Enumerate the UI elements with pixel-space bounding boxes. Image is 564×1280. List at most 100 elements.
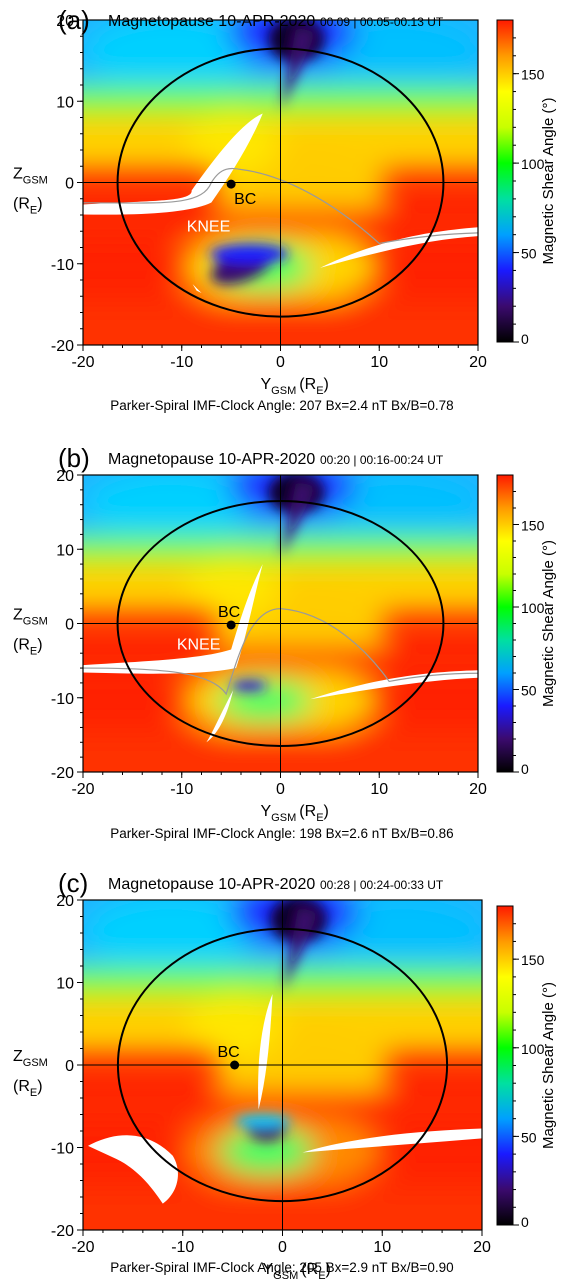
x-axis-title-part: GSM: [273, 1270, 301, 1280]
x-tick-label: -10: [171, 1239, 194, 1256]
y-tick-label: 0: [65, 1058, 74, 1075]
x-tick-label: 10: [370, 781, 388, 798]
x-tick-label: 10: [370, 354, 388, 371]
null-region: [302, 1128, 482, 1153]
y-axis-title: ZGSM: [13, 166, 48, 187]
plot-area: [83, 20, 478, 345]
x-axis-title-part: ): [324, 376, 329, 393]
y-tick-label: 0: [65, 617, 74, 634]
y-tick-label: 0: [65, 176, 74, 193]
x-axis-title: YGSM (RE): [261, 803, 329, 824]
x-tick-label: -20: [71, 1239, 94, 1256]
colorbar-tick-label: 50: [521, 1129, 537, 1145]
x-axis-title-part: E: [318, 1270, 325, 1280]
y-tick-label: 10: [56, 976, 74, 993]
y-axis-unit: (RE): [13, 1078, 43, 1099]
x-tick-label: 0: [276, 354, 285, 371]
colorbar: [496, 19, 514, 343]
y-tick-label: -10: [51, 691, 74, 708]
colorbar-tick-label: 150: [521, 952, 545, 968]
x-axis-title-part: (R: [299, 803, 316, 820]
x-axis-title-part: ): [324, 803, 329, 820]
x-axis-title-part: (R: [301, 1261, 318, 1278]
y-tick-label: 20: [56, 893, 74, 910]
y-axis-unit-part: ): [37, 196, 42, 213]
y-tick-label: 20: [56, 468, 74, 485]
y-axis-unit-part: E: [30, 1087, 37, 1099]
x-axis-title-part: Y: [261, 803, 272, 820]
panel-title: Magnetopause 10-APR-2020: [108, 13, 315, 30]
plot-area: [83, 475, 478, 772]
x-tick-label: 10: [373, 1239, 391, 1256]
panel-label: (c): [58, 868, 88, 898]
colorbar-tick-label: 100: [521, 1041, 545, 1057]
colorbar: [496, 905, 514, 1226]
x-tick-label: 0: [276, 781, 285, 798]
panel-label: (a): [58, 5, 90, 35]
bc-point: [230, 1060, 240, 1070]
bc-label: BC: [218, 604, 240, 621]
colorbar-tick-label: 50: [521, 683, 537, 699]
knee-label: KNEE: [177, 636, 221, 653]
heatmap-features: [209, 20, 324, 285]
null-region: [258, 994, 273, 1110]
colorbar-tick-label: 100: [521, 156, 545, 172]
colorbar-tick-label: 0: [521, 761, 529, 777]
x-axis-title-part: Y: [261, 376, 272, 393]
y-axis-title-part: Z: [13, 607, 23, 624]
y-tick-label: 10: [56, 94, 74, 111]
max-shear-regions: [83, 113, 478, 293]
x-axis-title-part: E: [316, 812, 323, 824]
panel-time: 00:09 | 00:05-00:13 UT: [320, 15, 444, 29]
colorbar-label: Magnetic Shear Angle (°): [540, 540, 557, 707]
y-axis-unit-part: E: [30, 646, 37, 658]
x-tick-label: -10: [170, 781, 193, 798]
caption: Parker-Spiral IMF-Clock Angle: 207 Bx=2.…: [110, 398, 453, 413]
x-tick-label: -20: [71, 354, 94, 371]
y-axis-title-part: Z: [13, 1048, 23, 1065]
caption: Parker-Spiral IMF-Clock Angle: 198 Bx=2.…: [110, 826, 453, 841]
y-axis-title: ZGSM: [13, 607, 48, 628]
y-tick-label: -10: [51, 1141, 74, 1158]
y-tick-label: -10: [51, 257, 74, 274]
null-region: [206, 690, 234, 743]
x-axis-title: YGSM (RE): [261, 376, 329, 397]
x-axis-title-part: E: [316, 385, 323, 397]
y-axis-unit-part: (R: [13, 1078, 30, 1095]
x-axis-title-part: (R: [299, 376, 316, 393]
max-shear-line: [83, 167, 478, 245]
caption: Parker-Spiral IMF-Clock Angle: 205 Bx=2.…: [110, 1260, 453, 1275]
x-tick-label: -10: [170, 354, 193, 371]
panel-time: 00:28 | 00:24-00:33 UT: [320, 878, 444, 892]
x-tick-label: 20: [469, 781, 487, 798]
y-axis-title: ZGSM: [13, 1048, 48, 1069]
y-axis-title-part: GSM: [23, 616, 48, 628]
panel-label: (b): [58, 443, 90, 473]
colorbar-tick-label: 150: [521, 67, 545, 83]
x-tick-label: 20: [469, 354, 487, 371]
panel-title: Magnetopause 10-APR-2020: [108, 876, 315, 893]
bc-point: [226, 620, 236, 630]
y-tick-label: -20: [51, 1223, 74, 1240]
y-axis-unit-part: E: [30, 205, 37, 217]
x-axis-title-part: ): [326, 1261, 331, 1278]
y-axis-unit-part: ): [37, 1078, 42, 1095]
colorbar-tick-label: 0: [521, 331, 529, 347]
x-tick-label: 20: [473, 1239, 491, 1256]
y-axis-unit-part: ): [37, 637, 42, 654]
colorbar-label: Magnetic Shear Angle (°): [540, 982, 557, 1149]
plot-area: [83, 900, 482, 1230]
colorbar-tick-label: 0: [521, 1214, 529, 1230]
y-axis-unit-part: (R: [13, 196, 30, 213]
x-tick-label: 0: [278, 1239, 287, 1256]
panel-time: 00:20 | 00:16-00:24 UT: [320, 453, 444, 467]
null-region: [83, 113, 263, 215]
null-region: [310, 670, 478, 700]
y-axis-title-part: Z: [13, 166, 23, 183]
bc-point: [226, 179, 236, 189]
y-axis-unit-part: (R: [13, 637, 30, 654]
